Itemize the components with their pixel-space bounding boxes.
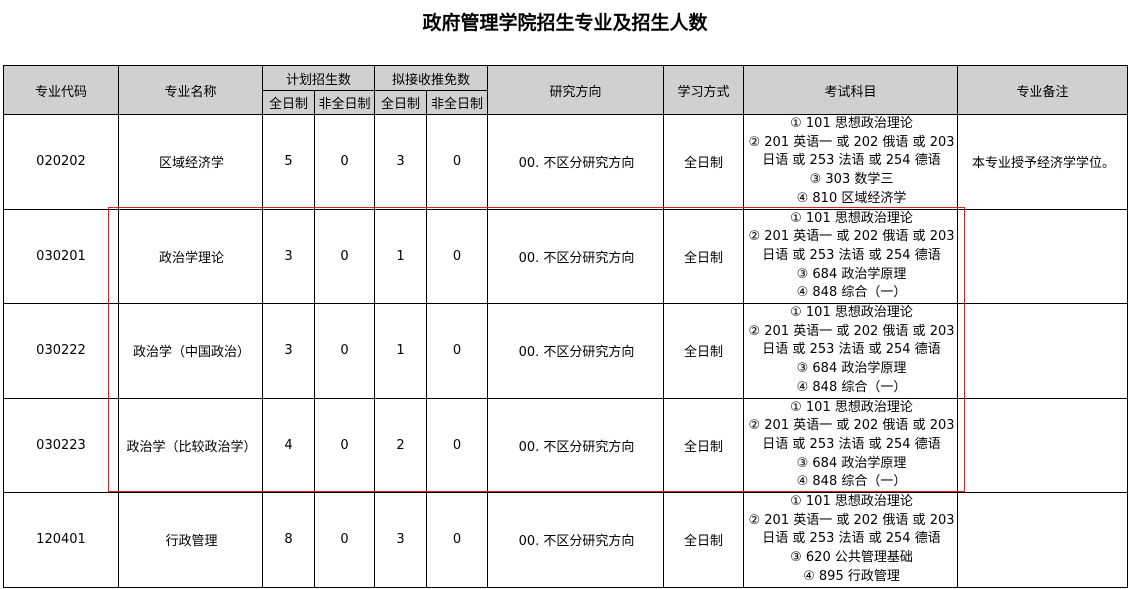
major-note [957,208,1128,305]
table-row: 030201 政治学理论 3 0 1 0 00. 不区分研究方向 全日制 ① 101 思想政治理… [3,208,1128,305]
exempt-full: 1 [374,303,427,399]
research-direction: 00. 不区分研究方向 [487,303,664,399]
exam-line: ③ 620 公共管理基础 [790,550,913,566]
header-exempt-full: 全日制 [374,90,427,115]
exam-subjects: ① 101 思想政治理论 ② 201 英语一 或 202 俄语 或 203 日语 或… [743,397,958,494]
exam-subjects: ① 101 思想政治理论 ② 201 英语一 或 202 俄语 或 203 日语 或… [743,492,958,588]
major-code: 030201 [3,208,119,305]
plan-part: 0 [314,114,375,210]
exam-line: ② 201 英语一 或 202 俄语 或 203 [748,512,955,528]
major-note: 本专业授予经济学学位。 [957,114,1128,210]
exam-line: 日语 或 253 法语 或 254 德语 [762,531,941,547]
study-mode: 全日制 [663,397,744,494]
exempt-full: 2 [374,397,427,494]
exam-line: ④ 848 综合（一） [796,285,907,301]
plan-full: 4 [262,397,315,494]
study-mode: 全日制 [663,492,744,588]
major-code: 120401 [3,492,119,588]
exam-line: ④ 895 行政管理 [803,568,900,584]
exam-line: ② 201 英语一 或 202 俄语 或 203 [748,418,955,434]
research-direction: 00. 不区分研究方向 [487,397,664,494]
header-mode: 学习方式 [663,65,744,115]
table-row: 020202 区域经济学 5 0 3 0 00. 不区分研究方向 全日制 ① 101 思想政治理… [3,114,1128,210]
exempt-part: 0 [426,114,488,210]
plan-full: 3 [262,303,315,399]
header-exam: 考试科目 [743,65,958,115]
header-plan-part: 非全日制 [314,90,375,115]
exam-line: ③ 303 数学三 [809,172,894,188]
header-name: 专业名称 [118,65,263,115]
exam-line: ④ 810 区域经济学 [796,190,907,206]
exam-line: ④ 848 综合（一） [796,474,907,490]
exam-subjects: ① 101 思想政治理论 ② 201 英语一 或 202 俄语 或 203 日语 或… [743,303,958,399]
plan-full: 5 [262,114,315,210]
exam-line: ① 101 思想政治理论 [790,494,913,510]
research-direction: 00. 不区分研究方向 [487,114,664,210]
header-direction: 研究方向 [487,65,664,115]
plan-part: 0 [314,397,375,494]
header-code: 专业代码 [3,65,119,115]
exam-subjects: ① 101 思想政治理论 ② 201 英语一 或 202 俄语 或 203 日语 或… [743,114,958,210]
plan-full: 3 [262,208,315,305]
major-name: 区域经济学 [118,114,263,210]
exam-line: ③ 684 政治学原理 [796,361,907,377]
exam-line: ① 101 思想政治理论 [790,399,913,415]
exam-subjects: ① 101 思想政治理论 ② 201 英语一 或 202 俄语 或 203 日语 或… [743,208,958,305]
major-name: 政治学理论 [118,208,263,305]
exam-line: 日语 或 253 法语 或 254 德语 [762,247,941,263]
plan-part: 0 [314,208,375,305]
header-plan: 计划招生数 [262,65,375,91]
exam-line: ① 101 思想政治理论 [790,116,913,131]
exempt-full: 1 [374,208,427,305]
header-exempt-part: 非全日制 [426,90,488,115]
exempt-full: 3 [374,114,427,210]
exempt-part: 0 [426,397,488,494]
major-code: 030223 [3,397,119,494]
major-name: 政治学（比较政治学） [118,397,263,494]
major-name: 政治学（中国政治） [118,303,263,399]
enrollment-table: 专业代码 专业名称 计划招生数 拟接收推免数 研究方向 学习方式 考试科目 专业… [3,65,1128,588]
major-code: 020202 [3,114,119,210]
research-direction: 00. 不区分研究方向 [487,492,664,588]
exam-line: ③ 684 政治学原理 [796,455,907,471]
exam-line: ① 101 思想政治理论 [790,210,913,226]
major-code: 030222 [3,303,119,399]
table-row: 030222 政治学（中国政治） 3 0 1 0 00. 不区分研究方向 全日制 ① 101 思… [3,303,1128,399]
table-row: 030223 政治学（比较政治学） 4 0 2 0 00. 不区分研究方向 全日制 ① 101 … [3,397,1128,494]
exam-line: ④ 848 综合（一） [796,379,907,395]
major-note [957,397,1128,494]
major-note [957,492,1128,588]
major-note [957,303,1128,399]
exam-line: ③ 684 政治学原理 [796,266,907,282]
header-note: 专业备注 [957,65,1128,115]
plan-part: 0 [314,492,375,588]
exam-line: 日语 或 253 法语 或 254 德语 [762,342,941,358]
exam-line: ② 201 英语一 或 202 俄语 或 203 [748,323,955,339]
page-title: 政府管理学院招生专业及招生人数 [422,12,708,34]
exempt-part: 0 [426,492,488,588]
exam-line: ① 101 思想政治理论 [790,305,913,321]
study-mode: 全日制 [663,114,744,210]
study-mode: 全日制 [663,208,744,305]
header-plan-full: 全日制 [262,90,315,115]
header-exempt: 拟接收推免数 [374,65,488,91]
research-direction: 00. 不区分研究方向 [487,208,664,305]
exam-line: 日语 或 253 法语 或 254 德语 [762,153,941,169]
plan-full: 8 [262,492,315,588]
exam-line: ② 201 英语一 或 202 俄语 或 203 [748,134,955,150]
plan-part: 0 [314,303,375,399]
major-name: 行政管理 [118,492,263,588]
exam-line: ② 201 英语一 或 202 俄语 或 203 [748,229,955,245]
table-row: 120401 行政管理 8 0 3 0 00. 不区分研究方向 全日制 ① 101 思想政治理论… [3,492,1128,588]
exempt-full: 3 [374,492,427,588]
exempt-part: 0 [426,208,488,305]
exam-line: 日语 或 253 法语 或 254 德语 [762,436,941,452]
exempt-part: 0 [426,303,488,399]
study-mode: 全日制 [663,303,744,399]
